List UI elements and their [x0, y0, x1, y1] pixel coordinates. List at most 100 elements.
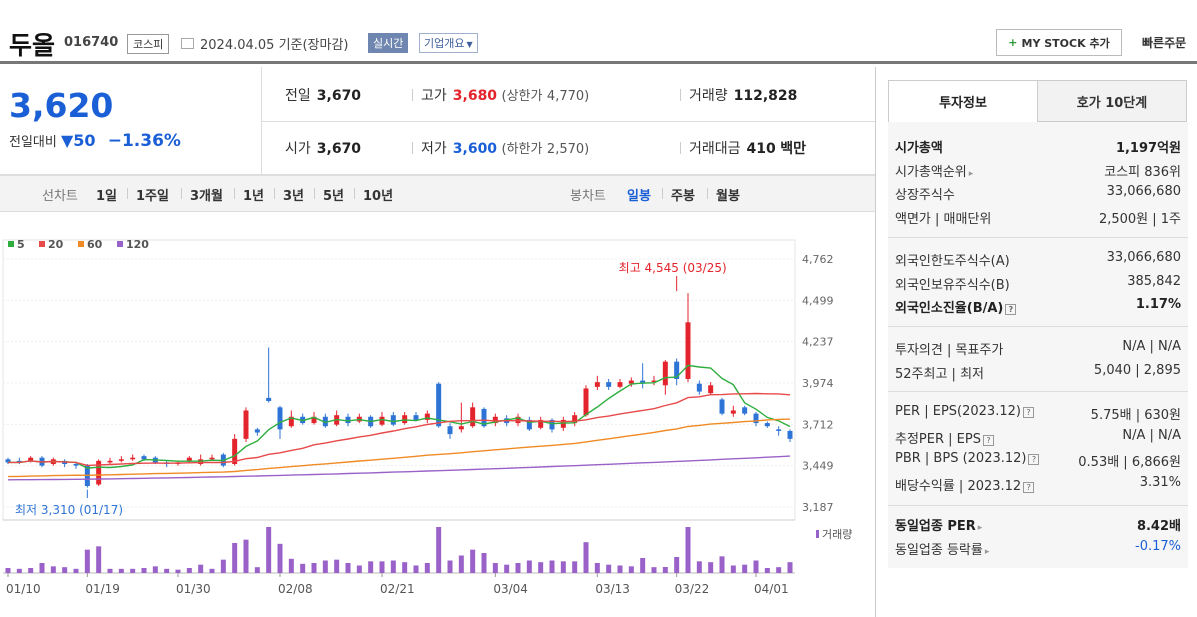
period-0[interactable]: 1일: [96, 189, 118, 204]
volume-bar: [640, 558, 646, 573]
change-value: 50: [73, 131, 96, 150]
period-3[interactable]: 1년: [243, 189, 265, 204]
volume-bar: [220, 559, 226, 573]
period-2[interactable]: 3개월: [190, 189, 223, 204]
candle-body: [130, 457, 136, 460]
calendar-icon: [181, 38, 194, 49]
volume-bar: [572, 561, 578, 573]
volume-bar: [764, 568, 770, 573]
tab-invest-info[interactable]: 투자정보: [888, 80, 1038, 122]
info-value: N/A | N/A: [1122, 427, 1181, 443]
volume-bar: [742, 564, 748, 573]
candle-body: [118, 459, 124, 461]
quick-order-link[interactable]: 빠른주문: [1142, 36, 1187, 50]
volume-legend-swatch: [816, 530, 819, 538]
candle-body: [322, 416, 328, 427]
plus-icon: +: [1008, 36, 1018, 49]
info-value: 5.75배 | 630원: [1090, 408, 1181, 423]
ma60-line: [7, 418, 791, 478]
candle-body: [526, 419, 532, 430]
help-icon[interactable]: ?: [1005, 304, 1017, 315]
volume-bar: [186, 568, 192, 573]
volume-bar: [277, 543, 283, 573]
volume-bar: [504, 564, 510, 573]
mystock-label: MY STOCK 추가: [1021, 36, 1110, 50]
open-value: 3,670: [316, 141, 362, 157]
info-key: 액면가 | 매매단위: [895, 211, 992, 227]
info-key: PBR | BPS (2023.12)?: [895, 451, 1040, 466]
candle-body: [730, 410, 736, 414]
line-chart-label: 선차트: [42, 189, 78, 204]
y-tick-label: 4,762: [802, 253, 834, 266]
candle-body: [628, 380, 634, 384]
volume-bar: [526, 560, 532, 573]
amount-label: 거래대금: [689, 141, 741, 157]
change-rate: −1.36%: [107, 131, 181, 151]
tab-hoga[interactable]: 호가 10단계: [1037, 80, 1187, 122]
candle-body: [266, 397, 272, 402]
volume-bar: [424, 563, 430, 573]
candle-body: [583, 388, 589, 416]
legend-label: 120: [126, 238, 149, 251]
candle-body: [390, 415, 396, 425]
arrow-right-icon[interactable]: ▸: [977, 523, 983, 533]
info-value: 385,842: [1127, 273, 1181, 289]
volume-bar: [413, 565, 419, 573]
x-tick-label: 03/04: [493, 582, 528, 596]
candle-body: [277, 407, 283, 430]
info-key: 투자의견 | 목표주가: [895, 343, 1004, 358]
arrow-right-icon[interactable]: ▸: [984, 546, 990, 557]
invest-info-panel: [888, 122, 1188, 568]
legend-swatch: [78, 241, 84, 247]
candle-period-1[interactable]: 주봉: [671, 189, 695, 204]
stock-header: [0, 0, 1197, 64]
market-badge: 코스피: [127, 34, 170, 54]
low-label: 저가: [421, 141, 447, 157]
x-tick-label: 01/19: [85, 582, 120, 596]
candle-period-2[interactable]: 월봉: [716, 189, 740, 204]
volume-bar: [594, 563, 600, 573]
separator: [314, 188, 315, 199]
low-value: 3,600: [452, 141, 498, 157]
period-4[interactable]: 3년: [283, 189, 305, 204]
arrow-right-icon[interactable]: ▸: [968, 168, 974, 179]
x-tick-label: 03/22: [675, 582, 710, 596]
candle-body: [28, 457, 34, 461]
volume-bar: [538, 562, 544, 573]
y-tick-label: 3,187: [802, 501, 834, 514]
period-6[interactable]: 10년: [363, 189, 394, 204]
volume-bar: [243, 539, 249, 573]
volume-bar: [685, 527, 691, 573]
prev-close: 전일 3,670: [285, 85, 361, 105]
help-icon[interactable]: ?: [1028, 454, 1040, 465]
candle-body: [651, 380, 657, 383]
legend-swatch: [117, 241, 123, 247]
help-icon[interactable]: ?: [1022, 407, 1034, 418]
upper-label: (상한가: [501, 89, 543, 104]
candle-body: [764, 423, 770, 427]
volume-bar: [390, 560, 396, 573]
realtime-button[interactable]: 실시간: [368, 33, 409, 53]
divider: [888, 326, 1188, 327]
candle-body: [538, 419, 544, 428]
lower-label: (하한가: [501, 142, 543, 157]
help-icon[interactable]: ?: [982, 434, 994, 446]
volume-bar: [311, 563, 317, 573]
mystock-add-button[interactable]: + MY STOCK 추가: [996, 29, 1122, 56]
volume-bar: [708, 562, 714, 573]
help-icon[interactable]: ?: [1023, 481, 1035, 493]
volume-bar: [730, 565, 736, 573]
separator: [234, 188, 235, 199]
info-key: 상장주식수: [895, 188, 955, 203]
candle-body: [254, 429, 260, 433]
info-key: 외국인보유주식수(B): [895, 277, 1010, 293]
y-tick-label: 4,499: [802, 294, 834, 307]
stock-chart[interactable]: 4,762 4,499 4,237 3,974 3,712 3,449 3,187 5 20 60…: [0, 230, 875, 617]
corp-overview-dropdown[interactable]: 기업개요 ▼: [419, 33, 478, 53]
period-1[interactable]: 1주일: [136, 189, 169, 204]
amount-unit: 백만: [780, 141, 806, 157]
candle-period-0[interactable]: 일봉: [627, 189, 651, 204]
candle-body: [674, 361, 680, 379]
volume-bar: [118, 568, 124, 573]
period-5[interactable]: 5년: [323, 189, 345, 204]
